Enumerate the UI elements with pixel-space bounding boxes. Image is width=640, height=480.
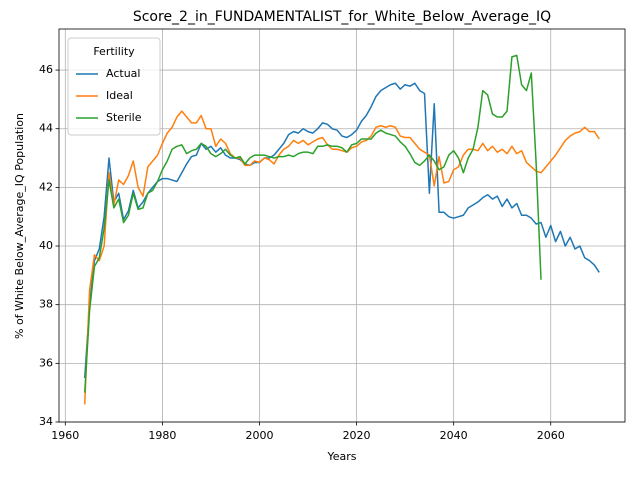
legend-label: Ideal — [106, 89, 133, 102]
legend-title: Fertility — [93, 45, 135, 58]
legend-box — [67, 37, 161, 136]
y-axis-label: % of White Below_Average_IQ Population — [13, 113, 26, 339]
y-tick-label: 42 — [39, 180, 53, 193]
x-tick-label: 2020 — [343, 429, 371, 442]
y-tick-label: 40 — [39, 239, 53, 252]
data-line — [83, 110, 600, 405]
x-tick-label: 2040 — [440, 429, 468, 442]
legend-label: Actual — [106, 67, 140, 80]
data-line — [83, 54, 542, 393]
data-line — [83, 82, 600, 379]
x-tick-label: 2060 — [537, 429, 565, 442]
y-tick-label: 34 — [39, 415, 53, 428]
y-tick-label: 38 — [39, 298, 53, 311]
y-tick-label: 46 — [39, 63, 53, 76]
x-tick-label: 1980 — [148, 429, 176, 442]
x-axis-label: Years — [326, 450, 356, 463]
plot-frame — [58, 28, 626, 423]
y-tick-label: 36 — [39, 356, 53, 369]
legend-label: Sterile — [106, 111, 142, 124]
chart-title: Score_2_in_FUNDAMENTALIST_for_White_Belo… — [133, 9, 551, 25]
x-tick-label: 1960 — [51, 429, 79, 442]
y-tick-label: 44 — [39, 122, 53, 135]
x-tick-label: 2000 — [245, 429, 273, 442]
legend: Fertility Actual Ideal Sterile — [67, 37, 161, 136]
